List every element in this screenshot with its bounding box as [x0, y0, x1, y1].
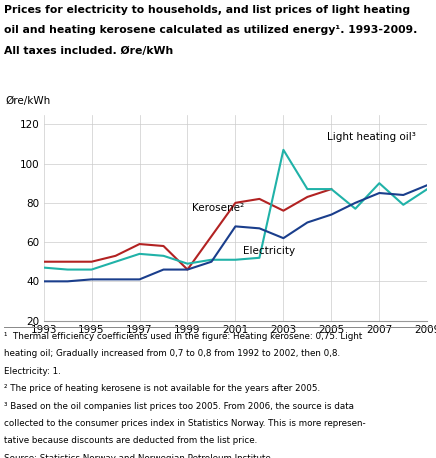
Text: Electricity: 1.: Electricity: 1. [4, 367, 61, 376]
Text: oil and heating kerosene calculated as utilized energy¹. 1993-2009.: oil and heating kerosene calculated as u… [4, 25, 418, 35]
Text: Electricity: Electricity [242, 246, 295, 256]
Text: Source: Statistics Norway and Norwegian Petroleum Institute.: Source: Statistics Norway and Norwegian … [4, 454, 274, 458]
Text: Øre/kWh: Øre/kWh [5, 96, 51, 106]
Text: ² The price of heating kerosene is not available for the years after 2005.: ² The price of heating kerosene is not a… [4, 384, 320, 393]
Text: ³ Based on the oil companies list prices too 2005. From 2006, the source is data: ³ Based on the oil companies list prices… [4, 402, 354, 411]
Text: Light heating oil³: Light heating oil³ [327, 132, 416, 142]
Text: collected to the consumer prices index in Statistics Norway. This is more repres: collected to the consumer prices index i… [4, 419, 366, 428]
Text: tative because discounts are deducted from the list price.: tative because discounts are deducted fr… [4, 436, 258, 446]
Text: Prices for electricity to households, and list prices of light heating: Prices for electricity to households, an… [4, 5, 410, 15]
Text: heating oil; Gradually increased from 0,7 to 0,8 from 1992 to 2002, then 0,8.: heating oil; Gradually increased from 0,… [4, 349, 341, 359]
Text: ¹  Thermal efficiency coefficients used in the figure: Heating kerosene: 0,75. L: ¹ Thermal efficiency coefficients used i… [4, 332, 363, 341]
Text: All taxes included. Øre/kWh: All taxes included. Øre/kWh [4, 46, 174, 56]
Text: Kerosene²: Kerosene² [192, 203, 245, 213]
